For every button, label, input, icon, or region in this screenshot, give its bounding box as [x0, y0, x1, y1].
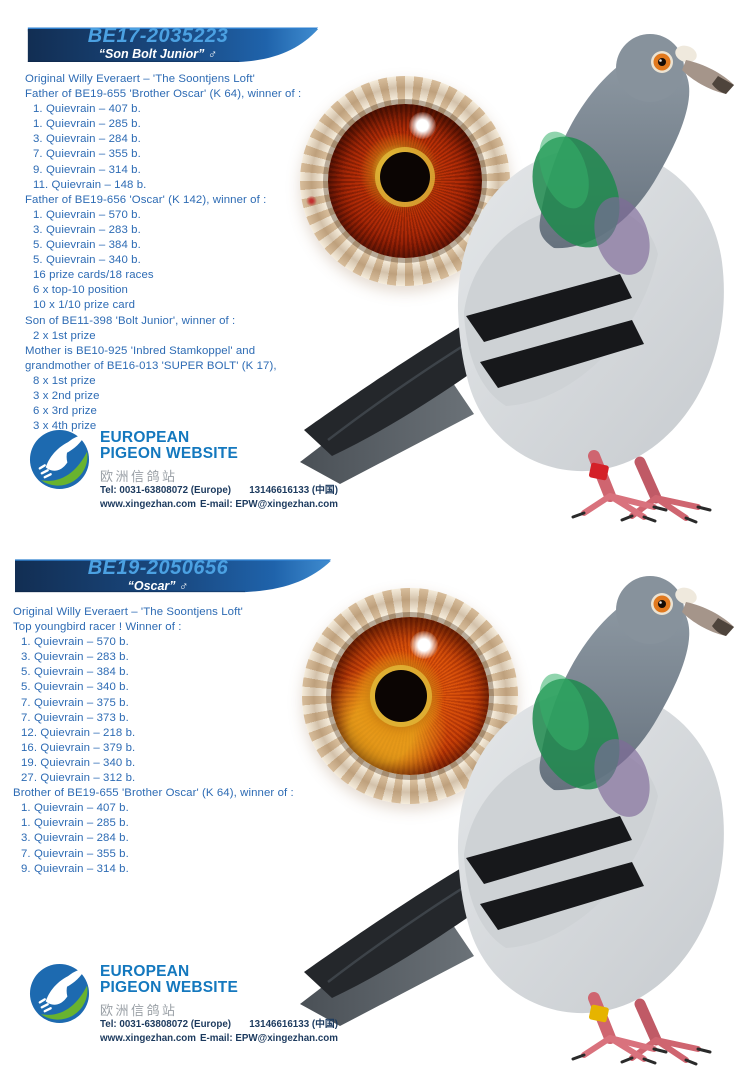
- pigeon-head: [616, 576, 734, 644]
- brand-block: EUROPEAN PIGEON WEBSITE 欧洲信鸽站: [100, 430, 238, 485]
- bird-name-text: “Oscar”: [127, 579, 176, 593]
- race-results-list: Original Willy Everaert – 'The Soontjens…: [25, 72, 325, 434]
- result-line: Original Willy Everaert – 'The Soontjens…: [25, 73, 255, 85]
- ring-number: BE17-2035223: [87, 25, 229, 47]
- result-line: Top youngbird racer ! Winner of :: [13, 621, 182, 634]
- result-line: 1. Quievrain – 570 b.: [33, 208, 141, 221]
- result-line: Son of BE11-398 'Bolt Junior', winner of…: [25, 314, 236, 327]
- eye-blemish: [306, 195, 317, 207]
- website-url: www.xingezhan.com: [100, 1032, 196, 1044]
- brand-line1: EUROPEAN: [100, 429, 190, 446]
- result-line: 9. Quievrain – 314 b.: [33, 163, 141, 176]
- result-line: Original Willy Everaert – 'The Soontjens…: [13, 606, 243, 618]
- pigeon-feet: [571, 450, 712, 524]
- leg-ring-band: [588, 462, 609, 481]
- pigeon-head: [616, 34, 734, 102]
- result-line: 5. Quievrain – 340 b.: [21, 681, 129, 694]
- pigeon-photo: [300, 576, 734, 1066]
- result-line: 6 x 3rd prize: [33, 405, 97, 418]
- result-line: 1. Quievrain – 407 b.: [33, 103, 141, 116]
- result-line: 7. Quievrain – 355 b.: [33, 148, 141, 161]
- result-line: 1. Quievrain – 285 b.: [33, 118, 141, 131]
- result-line: 12. Quievrain – 218 b.: [21, 726, 136, 739]
- result-line: 8 x 1st prize: [33, 374, 96, 387]
- result-line: 11. Quievrain – 148 b.: [33, 178, 147, 191]
- brand-line2: PIGEON WEBSITE: [100, 979, 239, 996]
- pigeon-wing-bars: [466, 816, 644, 930]
- banner-text: BE19-2050656 “Oscar” ♂: [13, 556, 333, 594]
- epw-footer: EUROPEAN PIGEON WEBSITE 欧洲信鸽站 Tel: 0031-…: [28, 962, 340, 1045]
- eye-pupil: [379, 151, 431, 202]
- eye-pupil: [375, 670, 428, 722]
- result-line: 3. Quievrain – 284 b.: [21, 832, 129, 845]
- result-line: Father of BE19-655 'Brother Oscar' (K 64…: [25, 88, 302, 101]
- bird-name: “Oscar” ♂: [13, 579, 303, 593]
- result-line: 5. Quievrain – 384 b.: [33, 239, 141, 252]
- brand-chinese: 欧洲信鸽站: [100, 1003, 178, 1018]
- bird-name-text: “Son Bolt Junior”: [98, 47, 205, 61]
- website-url: www.xingezhan.com: [100, 498, 196, 510]
- contact-block: Tel: 0031-63808072 (Europe) 13146616133 …: [100, 1018, 338, 1045]
- result-line: Mother is BE10-925 'Inbred Stamkoppel' a…: [25, 344, 256, 357]
- result-line: 2 x 1st prize: [33, 329, 96, 342]
- result-line: grandmother of BE16-013 'SUPER BOLT' (K …: [25, 359, 277, 372]
- eye-highlight: [410, 631, 439, 660]
- race-results-list: Original Willy Everaert – 'The Soontjens…: [13, 605, 313, 877]
- banner-ribbon-shape: [15, 559, 331, 593]
- epw-footer: EUROPEAN PIGEON WEBSITE 欧洲信鸽站 Tel: 0031-…: [28, 428, 340, 511]
- pigeon-feet: [571, 992, 712, 1066]
- male-symbol: ♂: [207, 47, 218, 61]
- pigeon-photo: [300, 34, 734, 524]
- tel-europe: Tel: 0031-63808072 (Europe): [100, 1019, 232, 1030]
- pigeon-wing-bars: [466, 274, 644, 388]
- result-line: 3. Quievrain – 284 b.: [33, 133, 141, 146]
- result-line: 1. Quievrain – 285 b.: [21, 817, 129, 830]
- ring-number: BE19-2050656: [87, 557, 229, 579]
- pigeon-eye-photo: [302, 588, 518, 804]
- result-line: 5. Quievrain – 384 b.: [21, 666, 129, 679]
- result-line: Brother of BE19-655 'Brother Oscar' (K 6…: [13, 787, 294, 800]
- result-line: 3. Quievrain – 283 b.: [33, 223, 141, 236]
- ring-banner: BE19-2050656 “Oscar” ♂: [13, 556, 333, 594]
- result-line: 1. Quievrain – 570 b.: [21, 636, 129, 649]
- brand-chinese: 欧洲信鸽站: [100, 469, 178, 484]
- result-line: Father of BE19-656 'Oscar' (K 142), winn…: [25, 193, 267, 206]
- bird-name: “Son Bolt Junior” ♂: [26, 47, 290, 61]
- tel-europe: Tel: 0031-63808072 (Europe): [100, 485, 232, 496]
- contact-block: Tel: 0031-63808072 (Europe) 13146616133 …: [100, 484, 338, 511]
- result-line: 9. Quievrain – 314 b.: [21, 862, 129, 875]
- banner-text: BE17-2035223 “Son Bolt Junior” ♂: [26, 24, 320, 62]
- epw-dove-logo-icon: [29, 963, 90, 1024]
- brand-block: EUROPEAN PIGEON WEBSITE 欧洲信鸽站: [100, 964, 238, 1019]
- result-line: 27. Quievrain – 312 b.: [21, 772, 136, 785]
- result-line: 10 x 1/10 prize card: [33, 299, 136, 312]
- result-line: 3 x 2nd prize: [33, 389, 100, 402]
- tel-china: 13146616133 (中国): [249, 485, 338, 496]
- male-symbol: ♂: [179, 579, 189, 593]
- result-line: 19. Quievrain – 340 b.: [21, 756, 136, 769]
- epw-dove-logo-icon: [29, 429, 90, 490]
- eye-highlight: [409, 111, 437, 139]
- banner-ribbon-shape: [27, 27, 319, 63]
- result-line: 7. Quievrain – 373 b.: [21, 711, 129, 724]
- result-line: 6 x top-10 position: [33, 284, 128, 297]
- result-line: 1. Quievrain – 407 b.: [21, 802, 129, 815]
- brand-line2: PIGEON WEBSITE: [100, 445, 239, 462]
- tel-china: 13146616133 (中国): [249, 1019, 338, 1030]
- result-line: 7. Quievrain – 355 b.: [21, 847, 129, 860]
- result-line: 16 prize cards/18 races: [33, 269, 154, 282]
- result-line: 16. Quievrain – 379 b.: [21, 741, 136, 754]
- result-line: 5. Quievrain – 340 b.: [33, 254, 141, 267]
- result-line: 7. Quievrain – 375 b.: [21, 696, 129, 709]
- leg-ring-band: [588, 1004, 609, 1023]
- result-line: 3. Quievrain – 283 b.: [21, 651, 129, 664]
- ring-banner: BE17-2035223 “Son Bolt Junior” ♂: [26, 24, 320, 64]
- email-address: E-mail: EPW@xingezhan.com: [199, 1032, 338, 1044]
- email-address: E-mail: EPW@xingezhan.com: [199, 498, 338, 510]
- result-line: 3 x 4th prize: [33, 420, 97, 433]
- brand-line1: EUROPEAN: [100, 963, 190, 980]
